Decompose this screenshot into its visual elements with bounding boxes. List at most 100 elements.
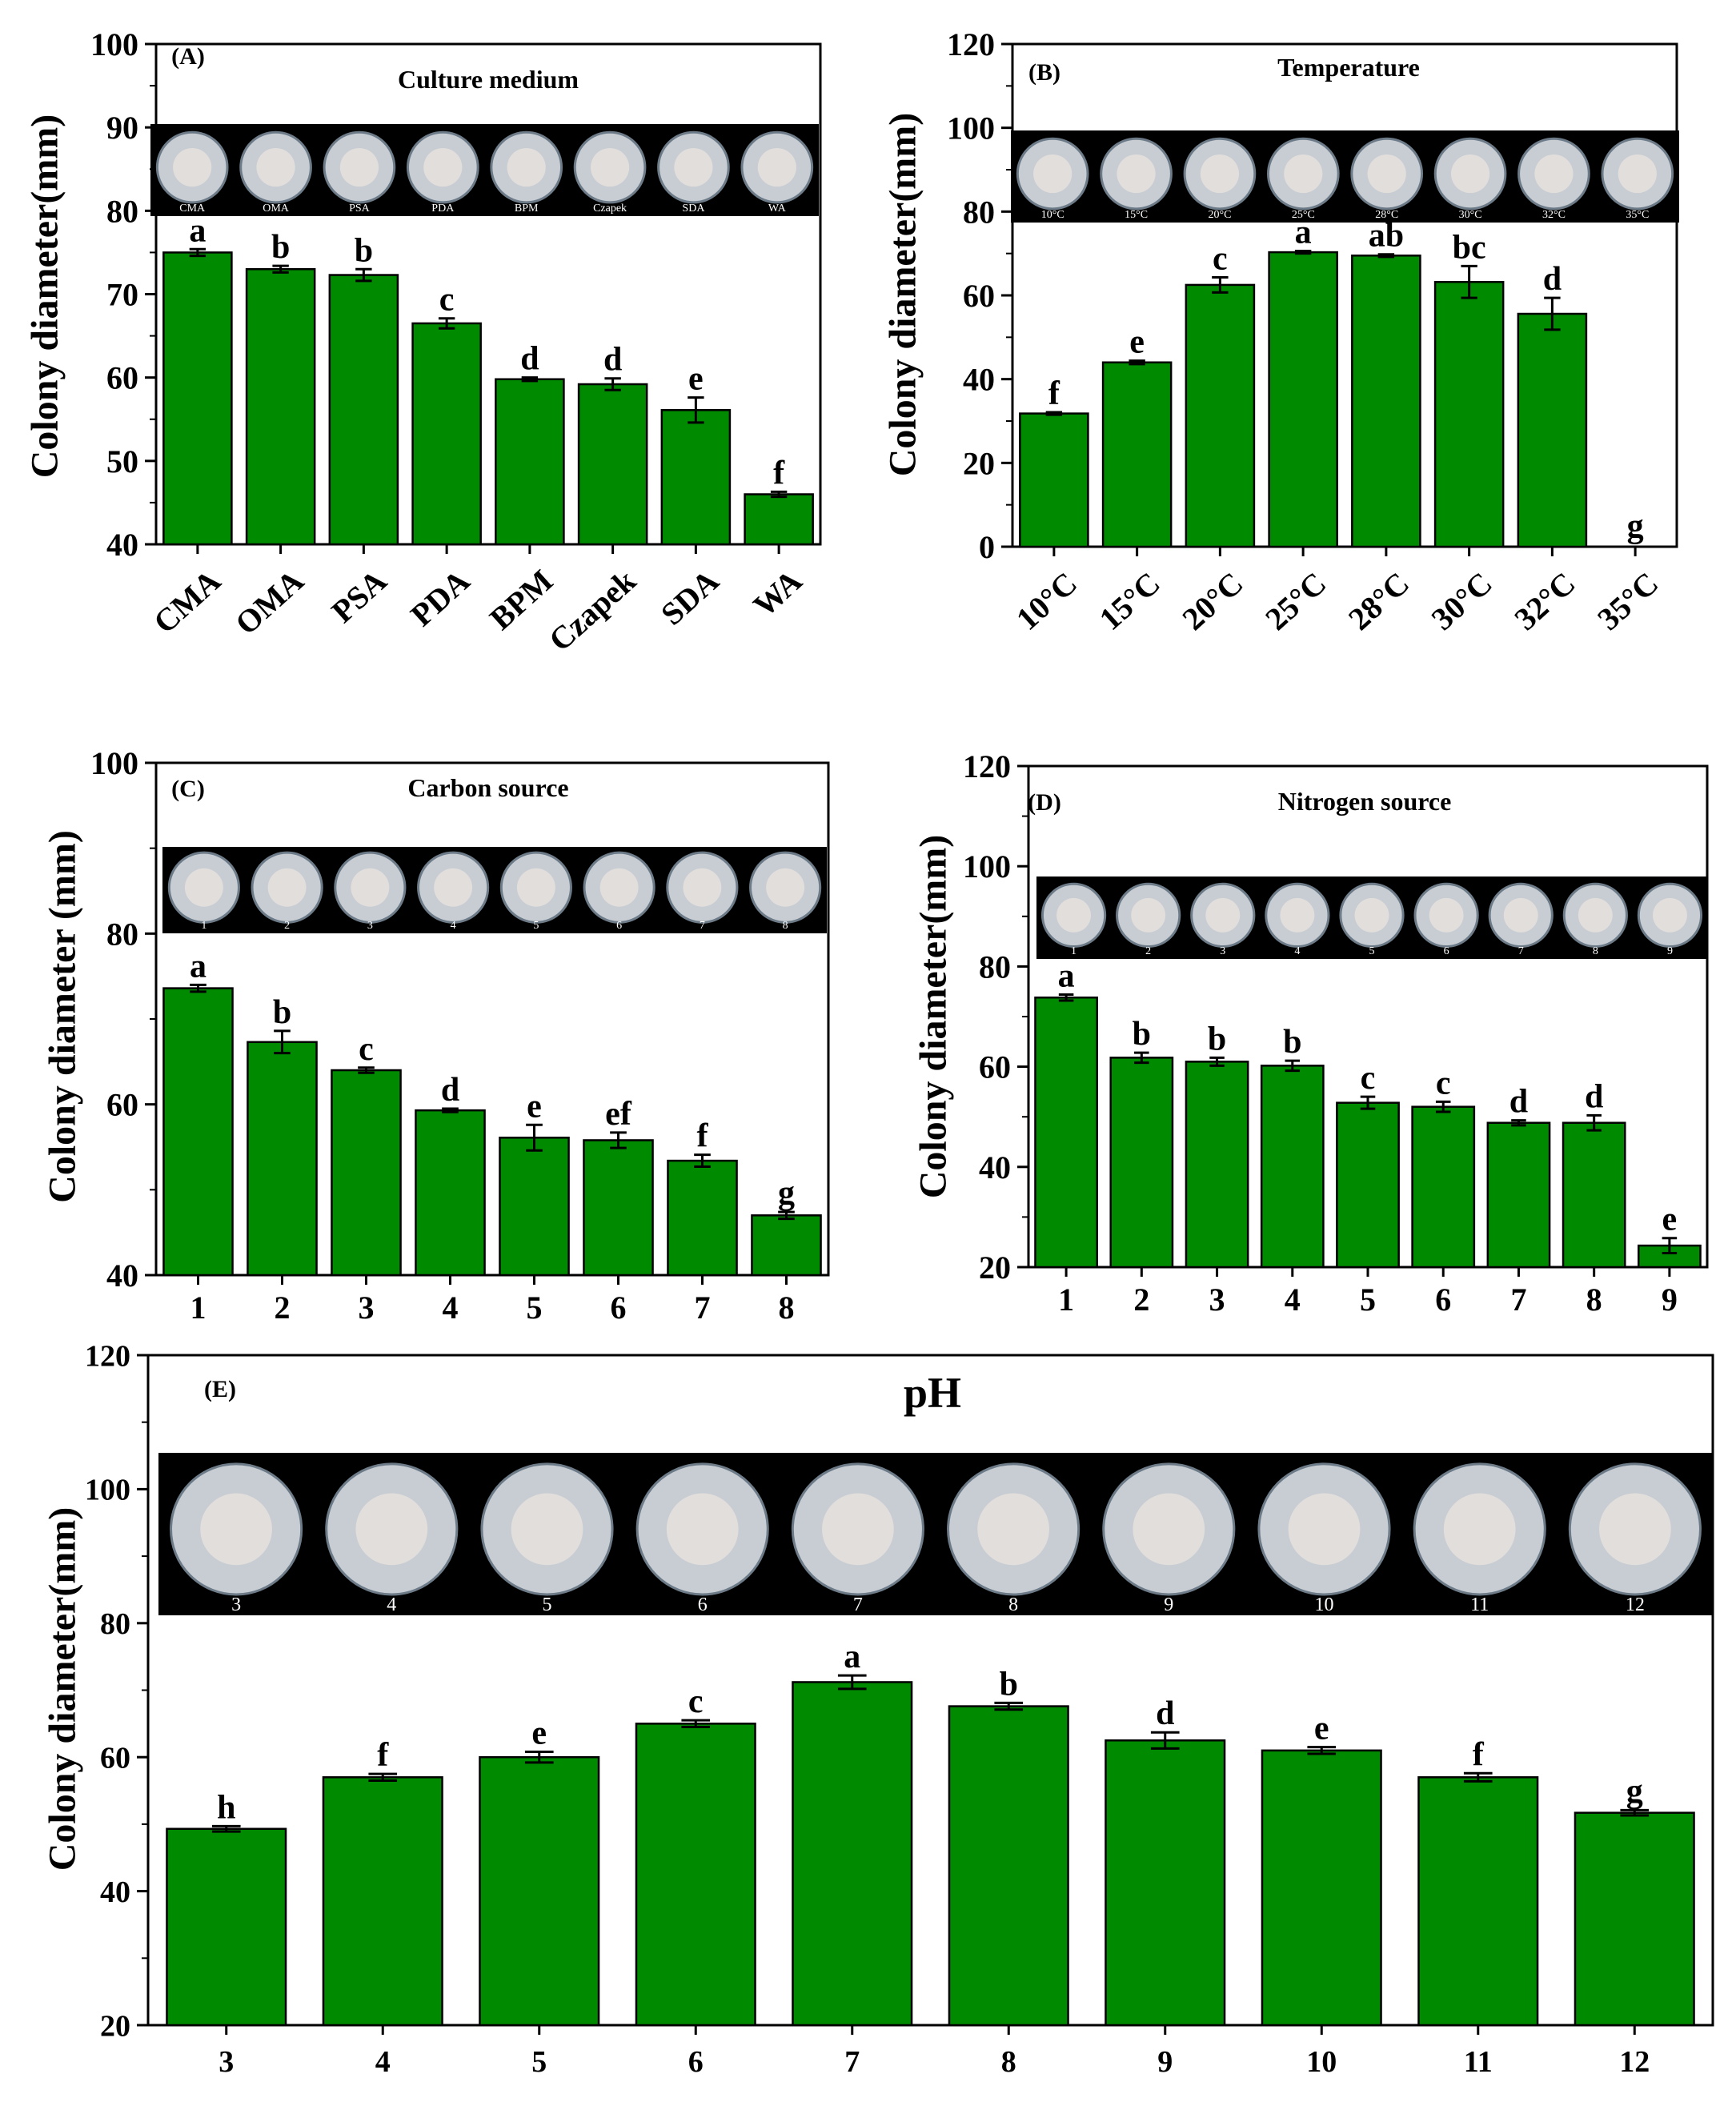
photo-label: Czapek	[593, 203, 627, 215]
bar	[162, 251, 233, 546]
photo-label: 15°C	[1125, 209, 1148, 221]
x-tick-label: 6	[1435, 1282, 1451, 1318]
y-tick-label: 80	[100, 1607, 130, 1641]
bar	[499, 1137, 570, 1277]
x-tick-label: 4	[1285, 1282, 1301, 1318]
chart-panel-5: 3 4 5 6 7 8 9 10 11 12 20 40 60 80 100 120 h 3 f 4 e 5 c 6 a 7 b 8 d…	[42, 1339, 1714, 2079]
panel-label: (B)	[1028, 59, 1060, 86]
photo-label: SDA	[682, 203, 705, 215]
bar	[479, 1755, 600, 2027]
bar	[1486, 1121, 1551, 1269]
colony-photo	[516, 868, 555, 907]
significance-letter: g	[1626, 1773, 1643, 1810]
significance-letter: d	[1156, 1695, 1174, 1732]
x-tick-label: 30°C	[1425, 565, 1499, 637]
y-axis-label: Colony diameter(mm)	[42, 1507, 84, 1871]
colony-photo	[1205, 897, 1241, 933]
colony-photo	[1450, 154, 1490, 194]
significance-letter: b	[273, 994, 291, 1031]
x-tick-label: 1	[1058, 1282, 1074, 1318]
y-tick-label: 80	[979, 949, 1011, 985]
x-tick-label: 5	[527, 1290, 543, 1326]
bar	[166, 1827, 287, 2027]
colony-photo	[1618, 154, 1657, 194]
bar	[1260, 1065, 1325, 1269]
bar	[577, 383, 648, 546]
x-tick-label: 3	[219, 2045, 234, 2079]
significance-letter: f	[773, 455, 785, 491]
x-tick-label: 28°C	[1341, 565, 1416, 637]
chart-panel-3: 1 2 3 4 5 6 7 8 40 60 80 100 a 1 b 2 c 3 d 4 e 5 ef 6 f 7 g 8 (C) Car…	[42, 745, 830, 1326]
photo-label: 5	[1369, 945, 1375, 957]
colony-photo	[977, 1493, 1049, 1566]
y-tick-label: 50	[106, 443, 138, 479]
significance-letter: c	[1436, 1065, 1451, 1101]
y-tick-label: 100	[85, 1474, 130, 1507]
significance-letter: f	[377, 1737, 389, 1774]
x-tick-label: 8	[779, 1290, 795, 1326]
bar	[1261, 1749, 1382, 2027]
colony-photo	[757, 147, 796, 187]
x-tick-label: 1	[190, 1290, 206, 1326]
y-tick-label: 40	[979, 1149, 1011, 1185]
significance-letter: e	[1662, 1201, 1678, 1238]
y-axis-label: Colony diameter (mm)	[42, 830, 84, 1203]
colony-photo	[1367, 154, 1406, 194]
x-tick-label: WA	[746, 563, 808, 624]
x-tick-label: 8	[1586, 1282, 1602, 1318]
x-tick-label: 20°C	[1175, 565, 1249, 637]
photo-label: 7	[1518, 945, 1524, 957]
y-tick-label: 40	[106, 1258, 138, 1294]
photo-label: 3	[367, 920, 373, 932]
x-tick-label: 35°C	[1590, 565, 1665, 637]
significance-letter: b	[355, 232, 373, 269]
photo-label: BPM	[515, 203, 539, 215]
bar	[162, 987, 234, 1277]
photo-label: CMA	[179, 203, 206, 215]
colony-photo	[674, 147, 713, 187]
colony-photo	[173, 147, 212, 187]
bar	[1019, 412, 1089, 548]
x-tick-label: 4	[443, 1290, 459, 1326]
x-tick-label: 7	[844, 2045, 860, 2079]
significance-letter: a	[1058, 957, 1075, 994]
photo-label: 2	[284, 920, 290, 932]
significance-letter: a	[190, 948, 206, 985]
significance-letter: b	[1000, 1666, 1018, 1703]
significance-letter: h	[217, 1789, 235, 1826]
significance-letter: a	[1295, 215, 1312, 251]
bar	[667, 1159, 738, 1277]
y-tick-label: 80	[963, 194, 995, 230]
significance-letter: ab	[1369, 218, 1404, 255]
colony-photo	[1534, 154, 1574, 194]
colony-photo	[1133, 1493, 1205, 1566]
chart-panel-4: 1 2 3 4 5 6 7 8 920406080100120a1b2b3b4c5c6d7d8e…	[912, 748, 1709, 1318]
bar	[1517, 312, 1588, 548]
bar	[1268, 251, 1338, 548]
significance-letter: e	[1129, 324, 1145, 361]
x-tick-label: 2	[275, 1290, 291, 1326]
bar	[744, 493, 814, 546]
significance-letter: g	[778, 1175, 795, 1212]
y-tick-label: 60	[100, 1742, 130, 1775]
photo-label: 28°C	[1375, 209, 1398, 221]
bar	[247, 1041, 318, 1277]
y-tick-label: 90	[106, 110, 138, 146]
colony-photo	[822, 1493, 894, 1566]
y-tick-label: 40	[106, 527, 138, 563]
bar	[1034, 996, 1098, 1269]
x-tick-label: 4	[375, 2045, 391, 2079]
x-tick-label: 2	[1133, 1282, 1149, 1318]
colony-photo	[1117, 154, 1156, 194]
photo-label: 5	[533, 920, 539, 932]
chart-title: Nitrogen source	[1278, 787, 1452, 816]
significance-letter: g	[1627, 508, 1644, 545]
bar	[751, 1214, 822, 1277]
colony-photo	[1056, 897, 1092, 933]
photo-label: 4	[1294, 945, 1300, 957]
x-tick-label: 11	[1464, 2045, 1493, 2079]
colony-photo	[599, 868, 639, 907]
x-tick-label: 3	[1209, 1282, 1225, 1318]
significance-letter: f	[1473, 1736, 1485, 1773]
